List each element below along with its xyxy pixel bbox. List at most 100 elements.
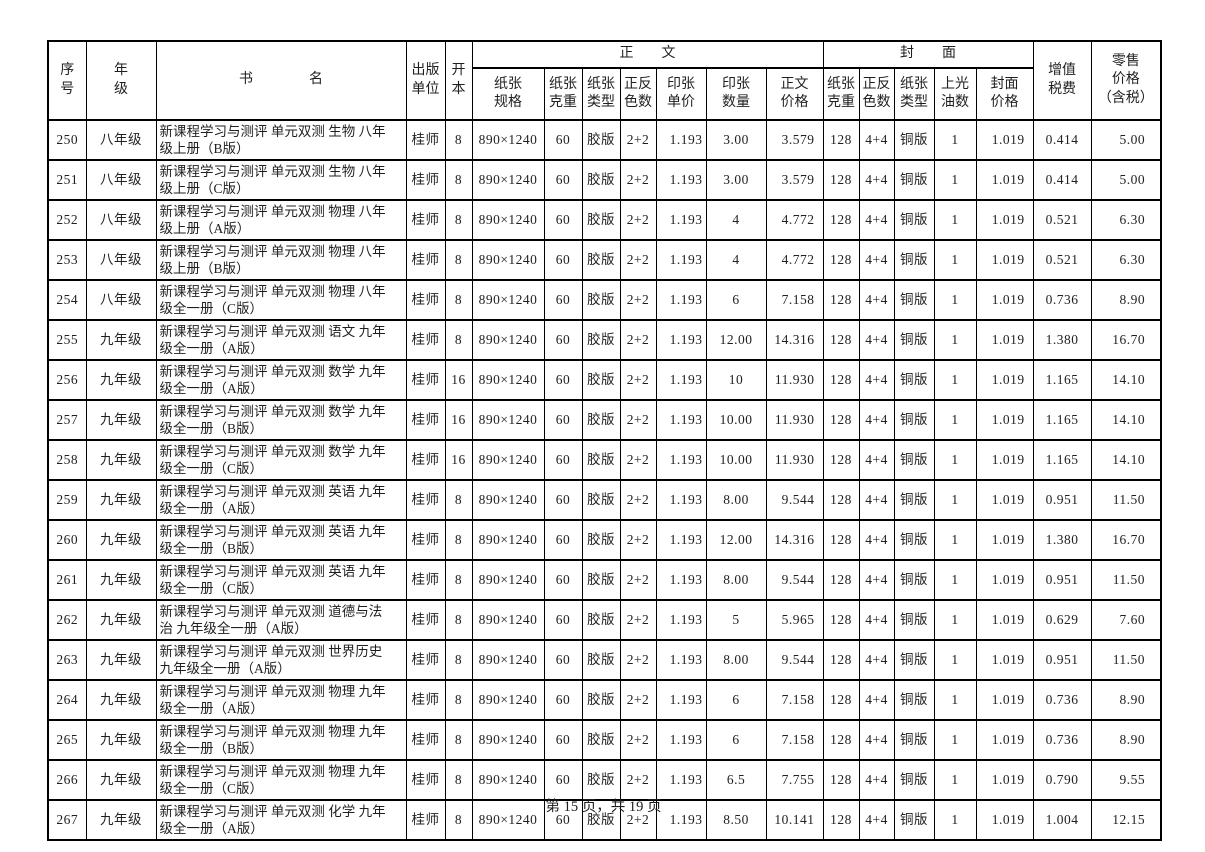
cell-body-sheet-count: 10.00 [705, 399, 767, 441]
cell-body-paper-type: 胶版 [581, 279, 621, 321]
cell-body-color-count: 2+2 [619, 679, 657, 721]
cell-body-color-count: 2+2 [619, 279, 657, 321]
cell-body-price: 3.579 [765, 119, 824, 161]
cell-cover-varnish-count: 1 [933, 719, 977, 761]
header-group-body: 正 文 [471, 40, 824, 69]
cell-body-price: 9.544 [765, 479, 824, 521]
cell-body-color-count: 2+2 [619, 399, 657, 441]
cell-publisher: 桂师 [405, 239, 446, 281]
cell-book-title: 新课程学习与测评 单元双测 世界历史 九年级全一册（A版） [155, 639, 407, 681]
cell-body-paper-type: 胶版 [581, 439, 621, 481]
table-row: 266 九年级 新课程学习与测评 单元双测 物理 九年级全一册（C版） 桂师 8… [47, 759, 1162, 801]
cell-body-paper-weight: 60 [543, 599, 583, 641]
cell-cover-price: 1.019 [975, 479, 1034, 521]
cell-body-color-count: 2+2 [619, 199, 657, 241]
header-publisher: 出版 单位 [405, 40, 446, 121]
cell-body-paper-spec: 890×1240 [471, 479, 545, 521]
cell-body-sheet-count: 10 [705, 359, 767, 401]
cell-cover-paper-weight: 128 [822, 639, 860, 681]
header-body-sheet-count: 印张 数量 [705, 67, 767, 121]
table-row: 263 九年级 新课程学习与测评 单元双测 世界历史 九年级全一册（A版） 桂师… [47, 639, 1162, 681]
cell-cover-paper-weight: 128 [822, 599, 860, 641]
cell-publisher: 桂师 [405, 199, 446, 241]
cell-vat: 1.004 [1032, 799, 1092, 841]
cell-body-paper-weight: 60 [543, 759, 583, 801]
cell-body-paper-type: 胶版 [581, 399, 621, 441]
header-cover-color-count: 正反 色数 [858, 67, 895, 121]
cell-body-paper-weight: 60 [543, 279, 583, 321]
table-row: 258 九年级 新课程学习与测评 单元双测 数学 九年级全一册（C版） 桂师 1… [47, 439, 1162, 481]
cell-body-paper-spec: 890×1240 [471, 239, 545, 281]
cell-grade: 八年级 [85, 239, 157, 281]
cell-cover-paper-type: 铜版 [893, 519, 935, 561]
cell-serial-no: 262 [47, 599, 87, 641]
cell-retail-price: 11.50 [1090, 639, 1162, 681]
cell-publisher: 桂师 [405, 719, 446, 761]
cell-cover-color-count: 4+4 [858, 719, 895, 761]
cell-vat: 1.165 [1032, 399, 1092, 441]
cell-format: 8 [444, 159, 473, 201]
cell-serial-no: 251 [47, 159, 87, 201]
cell-vat: 1.380 [1032, 519, 1092, 561]
cell-body-color-count: 2+2 [619, 599, 657, 641]
table-row: 260 九年级 新课程学习与测评 单元双测 英语 九年级全一册（B版） 桂师 8… [47, 519, 1162, 561]
cell-cover-paper-weight: 128 [822, 359, 860, 401]
cell-book-title: 新课程学习与测评 单元双测 物理 八年级全一册（C版） [155, 279, 407, 321]
cell-body-price: 10.141 [765, 799, 824, 841]
cell-publisher: 桂师 [405, 799, 446, 841]
cell-body-paper-weight: 60 [543, 519, 583, 561]
cell-grade: 九年级 [85, 319, 157, 361]
cell-format: 16 [444, 399, 473, 441]
cell-vat: 0.629 [1032, 599, 1092, 641]
cell-cover-color-count: 4+4 [858, 239, 895, 281]
header-book-title: 书 名 [155, 40, 407, 121]
cell-body-paper-weight: 60 [543, 159, 583, 201]
cell-cover-paper-type: 铜版 [893, 639, 935, 681]
cell-cover-paper-type: 铜版 [893, 319, 935, 361]
cell-body-paper-weight: 60 [543, 319, 583, 361]
cell-cover-paper-type: 铜版 [893, 119, 935, 161]
cell-format: 8 [444, 639, 473, 681]
cell-retail-price: 8.90 [1090, 679, 1162, 721]
cell-cover-price: 1.019 [975, 159, 1034, 201]
cell-vat: 0.736 [1032, 679, 1092, 721]
cell-serial-no: 257 [47, 399, 87, 441]
header-format: 开 本 [444, 40, 473, 121]
cell-body-paper-type: 胶版 [581, 519, 621, 561]
cell-vat: 0.414 [1032, 159, 1092, 201]
header-retail-price: 零售 价格 （含税） [1090, 40, 1162, 121]
cell-body-paper-weight: 60 [543, 359, 583, 401]
cell-retail-price: 12.15 [1090, 799, 1162, 841]
table-row: 254 八年级 新课程学习与测评 单元双测 物理 八年级全一册（C版） 桂师 8… [47, 279, 1162, 321]
cell-vat: 0.521 [1032, 199, 1092, 241]
cell-body-color-count: 2+2 [619, 759, 657, 801]
header-grade: 年 级 [85, 40, 157, 121]
cell-format: 8 [444, 119, 473, 161]
cell-body-sheet-unit-price: 1.193 [655, 199, 707, 241]
cell-cover-varnish-count: 1 [933, 799, 977, 841]
cell-body-paper-type: 胶版 [581, 119, 621, 161]
cell-body-sheet-unit-price: 1.193 [655, 119, 707, 161]
cell-body-paper-spec: 890×1240 [471, 799, 545, 841]
cell-body-paper-spec: 890×1240 [471, 759, 545, 801]
cell-publisher: 桂师 [405, 439, 446, 481]
table-row: 256 九年级 新课程学习与测评 单元双测 数学 九年级全一册（A版） 桂师 1… [47, 359, 1162, 401]
cell-body-paper-spec: 890×1240 [471, 119, 545, 161]
cell-body-color-count: 2+2 [619, 239, 657, 281]
cell-body-sheet-unit-price: 1.193 [655, 159, 707, 201]
cell-vat: 1.165 [1032, 359, 1092, 401]
cell-body-color-count: 2+2 [619, 439, 657, 481]
cell-cover-price: 1.019 [975, 319, 1034, 361]
cell-body-color-count: 2+2 [619, 799, 657, 841]
cell-body-paper-type: 胶版 [581, 679, 621, 721]
table-row: 253 八年级 新课程学习与测评 单元双测 物理 八年级上册（B版） 桂师 8 … [47, 239, 1162, 281]
cell-serial-no: 256 [47, 359, 87, 401]
cell-grade: 八年级 [85, 199, 157, 241]
cell-cover-varnish-count: 1 [933, 679, 977, 721]
cell-cover-color-count: 4+4 [858, 799, 895, 841]
cell-grade: 九年级 [85, 439, 157, 481]
cell-cover-paper-weight: 128 [822, 119, 860, 161]
cell-grade: 九年级 [85, 639, 157, 681]
cell-body-sheet-count: 3.00 [705, 119, 767, 161]
cell-body-paper-type: 胶版 [581, 159, 621, 201]
